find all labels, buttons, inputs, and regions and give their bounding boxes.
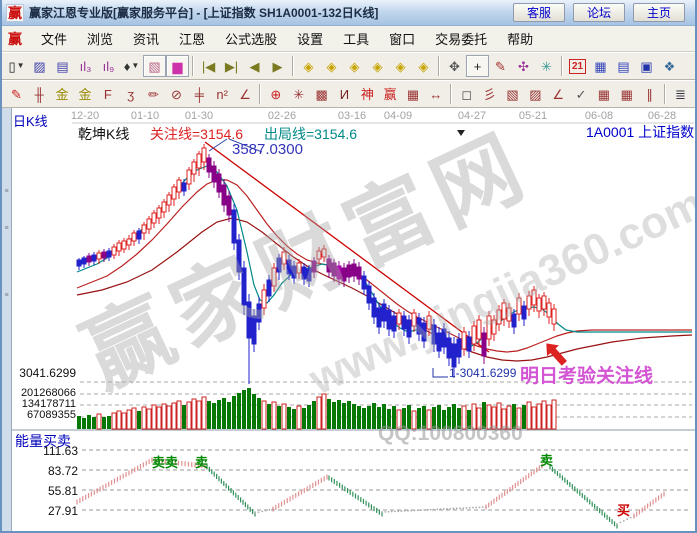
width-measure-icon[interactable]: ↔ <box>429 86 443 102</box>
n-square-icon[interactable]: n² <box>216 86 228 102</box>
menu-bar: 赢 文件 浏览 资讯 江恩 公式选股 设置 工具 窗口 交易委托 帮助 <box>2 26 695 52</box>
memo-icon[interactable]: ▤ <box>617 58 630 74</box>
gann-box-icon[interactable]: ▧ <box>506 86 519 102</box>
left-edge-strip: ≡ ≡ ≡ <box>2 108 12 531</box>
quote-list-icon[interactable]: ▤ <box>56 58 69 74</box>
wave-tool-icon[interactable]: ✳ <box>541 58 552 74</box>
menu-item-设置[interactable]: 设置 <box>297 32 324 47</box>
gann-fan-icon[interactable]: 彡 <box>483 86 497 102</box>
customer-service-button[interactable]: 客服 <box>513 3 565 22</box>
forum-button[interactable]: 论坛 <box>573 3 625 22</box>
gann-tool-icon[interactable]: ✣ <box>518 58 529 74</box>
gann-grid-1-icon[interactable]: ╫ <box>34 86 44 102</box>
zoom-diamond-2-icon[interactable]: ◈ <box>326 58 337 74</box>
target-icon[interactable]: ⊕ <box>270 86 282 102</box>
marker-pen-icon[interactable]: ✏ <box>148 86 160 102</box>
angle-tool-icon[interactable]: ∠ <box>239 86 251 102</box>
toolbar-divider <box>450 84 453 104</box>
toolbar-divider <box>561 56 563 76</box>
crosshair-icon[interactable]: + <box>466 55 489 77</box>
candle-type-icon[interactable]: ♦ ▼ <box>123 58 140 74</box>
zigzag-icon[interactable]: И <box>339 86 350 102</box>
menu-item-交易委托[interactable]: 交易委托 <box>435 32 488 47</box>
zoom-diamond-6-icon[interactable]: ◈ <box>418 58 429 74</box>
toolbar-divider <box>259 84 262 104</box>
menu-item-帮助[interactable]: 帮助 <box>507 32 534 47</box>
gann-square-icon[interactable]: ▨ <box>529 86 542 102</box>
zoom-diamond-3-icon[interactable]: ◈ <box>349 58 360 74</box>
ying-icon[interactable]: 赢 <box>383 86 397 102</box>
grid-3-icon[interactable]: ▦ <box>597 86 611 102</box>
spiral-star-icon[interactable]: ✳ <box>293 86 305 102</box>
square-spiral-icon[interactable]: ▩ <box>315 86 328 102</box>
cycle-circle-icon[interactable]: ⊘ <box>170 86 182 102</box>
toolbar-divider <box>438 56 440 76</box>
zoom-diamond-4-icon[interactable]: ◈ <box>372 58 383 74</box>
fibonacci-icon[interactable]: F <box>103 86 112 102</box>
app-logo-icon: 赢 <box>6 3 24 22</box>
chart-9-icon[interactable]: ıl₉ <box>102 58 115 74</box>
window-title: 赢家江恩专业版[赢家服务平台] - [上证指数 SH1A0001-132日K线] <box>29 6 379 20</box>
menu-item-江恩[interactable]: 江恩 <box>179 32 206 47</box>
annotation-arrow-icon <box>546 343 567 366</box>
menu-item-窗口[interactable]: 窗口 <box>389 32 416 47</box>
menu-logo-icon: 赢 <box>8 30 22 47</box>
next-page-icon[interactable]: ▶ <box>272 58 283 74</box>
titlebar-buttons: 客服 论坛 主页 <box>513 3 691 22</box>
chart-3-icon[interactable]: ıl₃ <box>79 58 92 74</box>
zoom-diamond-5-icon[interactable]: ◈ <box>395 58 406 74</box>
first-page-icon[interactable]: |◀ <box>201 58 216 74</box>
parallel-lines-icon[interactable]: ∥ <box>646 86 653 102</box>
kline-period-icon[interactable]: ▯ ▼ <box>8 58 25 74</box>
gold-ratio-2-icon[interactable]: 金 <box>78 86 92 102</box>
chart-canvas[interactable] <box>2 108 697 533</box>
title-bar: 赢 赢家江恩专业版[赢家服务平台] - [上证指数 SH1A0001-132日K… <box>2 0 695 26</box>
toolbar-divider <box>292 56 294 76</box>
calculator-icon[interactable]: ▦ <box>594 58 607 74</box>
formula-chart-icon[interactable]: ▧ <box>143 55 166 77</box>
check-icon[interactable]: ✓ <box>575 86 587 102</box>
fan-lines-icon[interactable]: ∠ <box>552 86 565 102</box>
box-tool-icon[interactable]: ◻ <box>461 86 473 102</box>
menu-item-文件[interactable]: 文件 <box>41 32 68 47</box>
zoom-diamond-1-icon[interactable]: ◈ <box>303 58 314 74</box>
network-icon[interactable]: ❖ <box>663 58 676 74</box>
trend-window-icon[interactable]: ▨ <box>33 58 46 74</box>
grid-arrow-icon[interactable]: ▦ <box>620 86 633 102</box>
color-histogram-icon[interactable]: ▆ <box>166 55 189 77</box>
spiral-icon[interactable]: ʒ <box>127 86 135 102</box>
gann-grid-2-icon[interactable]: ╪ <box>194 86 204 102</box>
calendar-icon[interactable]: 21 <box>566 55 589 77</box>
stats-icon[interactable]: ≣ <box>675 86 686 102</box>
grid-box-icon[interactable]: ▦ <box>406 86 420 102</box>
line-draw-icon[interactable]: ✎ <box>495 58 506 74</box>
prev-page-icon[interactable]: ◀ <box>249 58 260 74</box>
homepage-button[interactable]: 主页 <box>633 3 685 22</box>
gold-ratio-1-icon[interactable]: 金 <box>55 86 69 102</box>
toolbar-divider <box>664 84 667 104</box>
hand-tool-icon[interactable]: ✥ <box>449 58 460 74</box>
shen-icon[interactable]: 神 <box>360 86 374 102</box>
menu-item-工具[interactable]: 工具 <box>343 32 370 47</box>
menu-item-资讯[interactable]: 资讯 <box>133 32 160 47</box>
save-icon[interactable]: ▣ <box>640 58 653 74</box>
menu-item-浏览[interactable]: 浏览 <box>87 32 114 47</box>
last-page-icon[interactable]: ▶| <box>224 58 239 74</box>
toolbar-main: ▯ ▼ ▨ ▤ ıl₃ ıl₉ ♦ ▼ ▧ ▆ |◀ ▶| ◀ ▶ ◈ ◈ ◈ ◈ ◈ ◈ ✥ + ✎ ✣ ✳ 21 ▦ ▤ ▣ ❖ <box>2 52 695 80</box>
toolbar-divider <box>192 56 194 76</box>
menu-item-公式选股[interactable]: 公式选股 <box>225 32 278 47</box>
brush-icon[interactable]: ✎ <box>10 86 22 102</box>
